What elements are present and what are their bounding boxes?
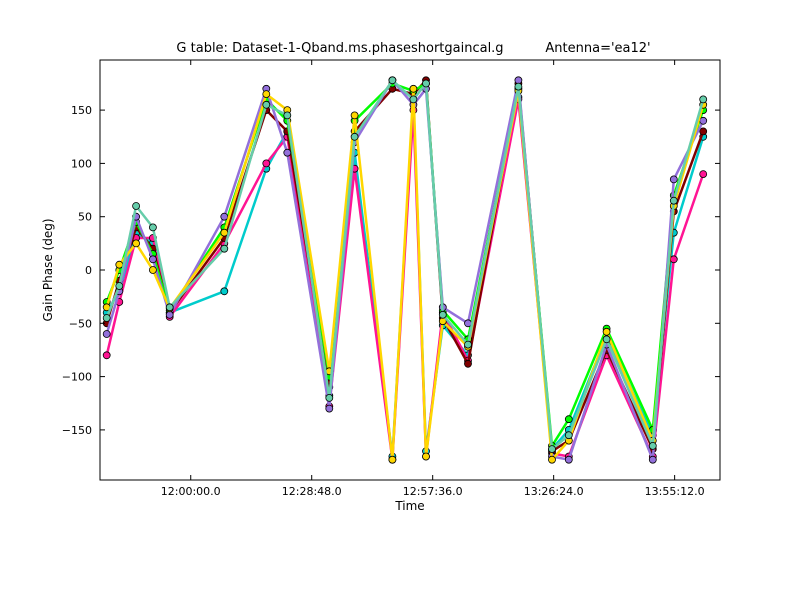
data-point <box>220 244 229 253</box>
plot-area <box>102 76 708 464</box>
data-point <box>514 82 523 91</box>
data-point <box>262 100 271 109</box>
data-point <box>165 303 174 312</box>
chart-subtitle: Antenna='ea12' <box>545 41 650 56</box>
y-tick-label: −100 <box>62 371 92 384</box>
x-tick-label: 13:26:24.0 <box>524 485 584 498</box>
data-point <box>564 455 573 464</box>
data-point <box>102 330 111 338</box>
series-line-6 <box>105 79 705 451</box>
data-point <box>220 228 229 237</box>
data-point <box>102 351 111 360</box>
data-point <box>409 95 418 104</box>
data-point <box>102 314 111 322</box>
axes: −150 −100 −50 0 50 100 150 12:00:00.0 12:28:48.0… <box>62 60 720 498</box>
data-point <box>548 455 556 464</box>
data-point <box>148 266 157 274</box>
x-tick-label: 12:28:48.0 <box>282 485 342 498</box>
data-point <box>325 393 334 402</box>
data-point <box>699 127 708 136</box>
data-point <box>148 223 157 232</box>
data-point <box>564 415 573 424</box>
data-point <box>602 327 611 336</box>
data-point <box>283 111 292 120</box>
data-point <box>115 260 124 269</box>
y-tick-label: −50 <box>69 317 92 330</box>
data-point <box>464 340 472 349</box>
data-point <box>438 310 447 319</box>
data-point <box>262 159 271 168</box>
data-point <box>669 255 678 264</box>
data-point <box>132 202 141 210</box>
data-point <box>564 431 573 440</box>
data-point <box>464 359 472 368</box>
data-point <box>548 445 556 454</box>
series-line-3 <box>105 82 705 448</box>
data-point <box>648 441 657 450</box>
data-point <box>699 95 708 104</box>
data-point <box>699 170 708 179</box>
data-point <box>422 79 430 88</box>
data-point <box>220 212 229 221</box>
y-tick-label: 50 <box>78 211 92 224</box>
data-point <box>669 175 678 184</box>
chart-title: G table: Dataset-1-Qband.ms.phaseshortga… <box>176 41 503 56</box>
y-tick-label: 150 <box>71 104 92 117</box>
data-point <box>669 196 678 205</box>
data-point <box>262 90 271 98</box>
data-point <box>602 335 611 344</box>
series-6 <box>102 76 708 454</box>
data-point <box>409 84 418 93</box>
data-point <box>165 310 174 319</box>
data-point <box>388 76 397 85</box>
x-tick-label: 12:00:00.0 <box>161 485 221 498</box>
data-point <box>350 132 359 141</box>
data-point <box>115 282 124 290</box>
data-point <box>350 111 359 120</box>
data-point <box>388 455 397 464</box>
y-axis-label: Gain Phase (deg) <box>41 218 55 321</box>
y-tick-label: 0 <box>85 264 92 277</box>
x-tick-label: 12:57:36.0 <box>403 485 463 498</box>
data-point <box>220 287 229 296</box>
data-point <box>648 455 657 464</box>
x-tick-label: 13:55:12.0 <box>645 485 705 498</box>
y-tick-label: −150 <box>62 424 92 437</box>
data-point <box>148 255 157 264</box>
data-point <box>283 148 292 157</box>
data-point <box>132 239 141 248</box>
x-axis-label: Time <box>394 499 424 513</box>
y-tick-label: 100 <box>71 157 92 170</box>
data-point <box>325 404 334 413</box>
data-point <box>422 452 430 461</box>
data-point <box>699 116 708 125</box>
